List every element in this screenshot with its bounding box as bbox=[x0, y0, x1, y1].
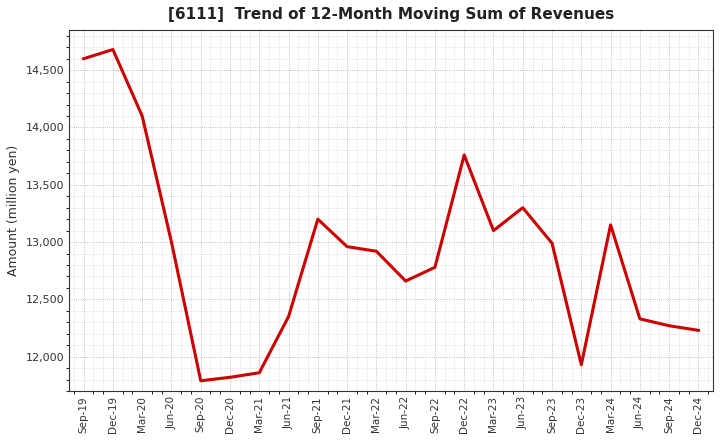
Y-axis label: Amount (million yen): Amount (million yen) bbox=[7, 145, 20, 276]
Title: [6111]  Trend of 12-Month Moving Sum of Revenues: [6111] Trend of 12-Month Moving Sum of R… bbox=[168, 7, 614, 22]
